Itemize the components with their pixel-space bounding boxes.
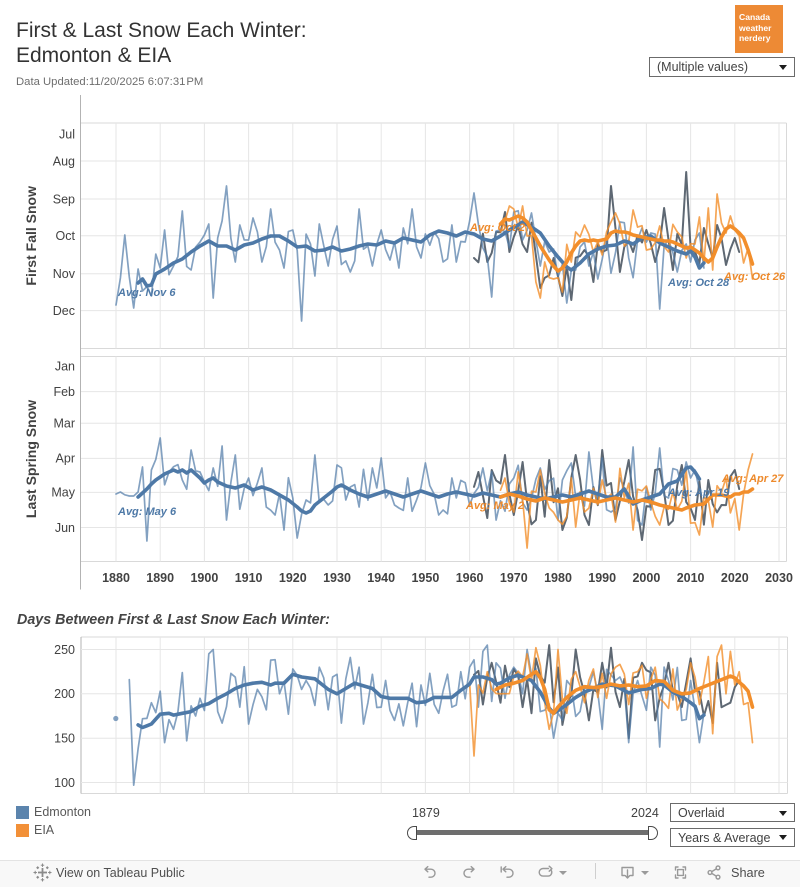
svg-text:Avg: Oct 26: Avg: Oct 26 xyxy=(723,271,786,283)
svg-text:Oct: Oct xyxy=(56,229,76,243)
svg-text:1940: 1940 xyxy=(367,571,395,585)
svg-text:Nov: Nov xyxy=(53,267,76,281)
svg-text:250: 250 xyxy=(54,643,75,657)
svg-text:1980: 1980 xyxy=(544,571,572,585)
svg-text:Jan: Jan xyxy=(55,359,75,373)
svg-text:Sep: Sep xyxy=(53,192,75,206)
svg-text:1920: 1920 xyxy=(279,571,307,585)
svg-text:Avg: Apr 19: Avg: Apr 19 xyxy=(667,487,730,499)
svg-text:2010: 2010 xyxy=(677,571,705,585)
svg-text:1970: 1970 xyxy=(500,571,528,585)
svg-text:150: 150 xyxy=(54,732,75,746)
svg-text:1900: 1900 xyxy=(190,571,218,585)
svg-text:1910: 1910 xyxy=(235,571,263,585)
svg-text:May: May xyxy=(51,486,75,500)
svg-text:Avg: Nov 6: Avg: Nov 6 xyxy=(117,287,176,299)
svg-text:1950: 1950 xyxy=(411,571,439,585)
svg-text:Mar: Mar xyxy=(53,417,75,431)
svg-text:Dec: Dec xyxy=(53,304,75,318)
svg-text:1880: 1880 xyxy=(102,571,130,585)
svg-text:2020: 2020 xyxy=(721,571,749,585)
svg-text:Avg: Apr 27: Avg: Apr 27 xyxy=(721,473,784,485)
svg-text:1890: 1890 xyxy=(146,571,174,585)
svg-text:1930: 1930 xyxy=(323,571,351,585)
svg-text:1960: 1960 xyxy=(456,571,484,585)
svg-text:First Fall Snow: First Fall Snow xyxy=(23,186,39,286)
svg-text:Avg: Oct 2: Avg: Oct 2 xyxy=(469,222,525,234)
svg-text:100: 100 xyxy=(54,776,75,790)
svg-text:2000: 2000 xyxy=(632,571,660,585)
svg-text:Avg: Oct 28: Avg: Oct 28 xyxy=(667,277,730,289)
svg-text:Feb: Feb xyxy=(53,385,75,399)
svg-text:Apr: Apr xyxy=(56,452,75,466)
svg-text:200: 200 xyxy=(54,687,75,701)
svg-text:Jun: Jun xyxy=(55,521,75,535)
svg-text:Avg: May 2: Avg: May 2 xyxy=(465,500,524,512)
svg-text:Jul: Jul xyxy=(59,127,75,141)
svg-text:Aug: Aug xyxy=(53,154,75,168)
svg-text:Last Spring Snow: Last Spring Snow xyxy=(23,400,39,518)
svg-text:1990: 1990 xyxy=(588,571,616,585)
svg-text:2030: 2030 xyxy=(765,571,793,585)
svg-text:Avg: May 6: Avg: May 6 xyxy=(117,506,177,518)
